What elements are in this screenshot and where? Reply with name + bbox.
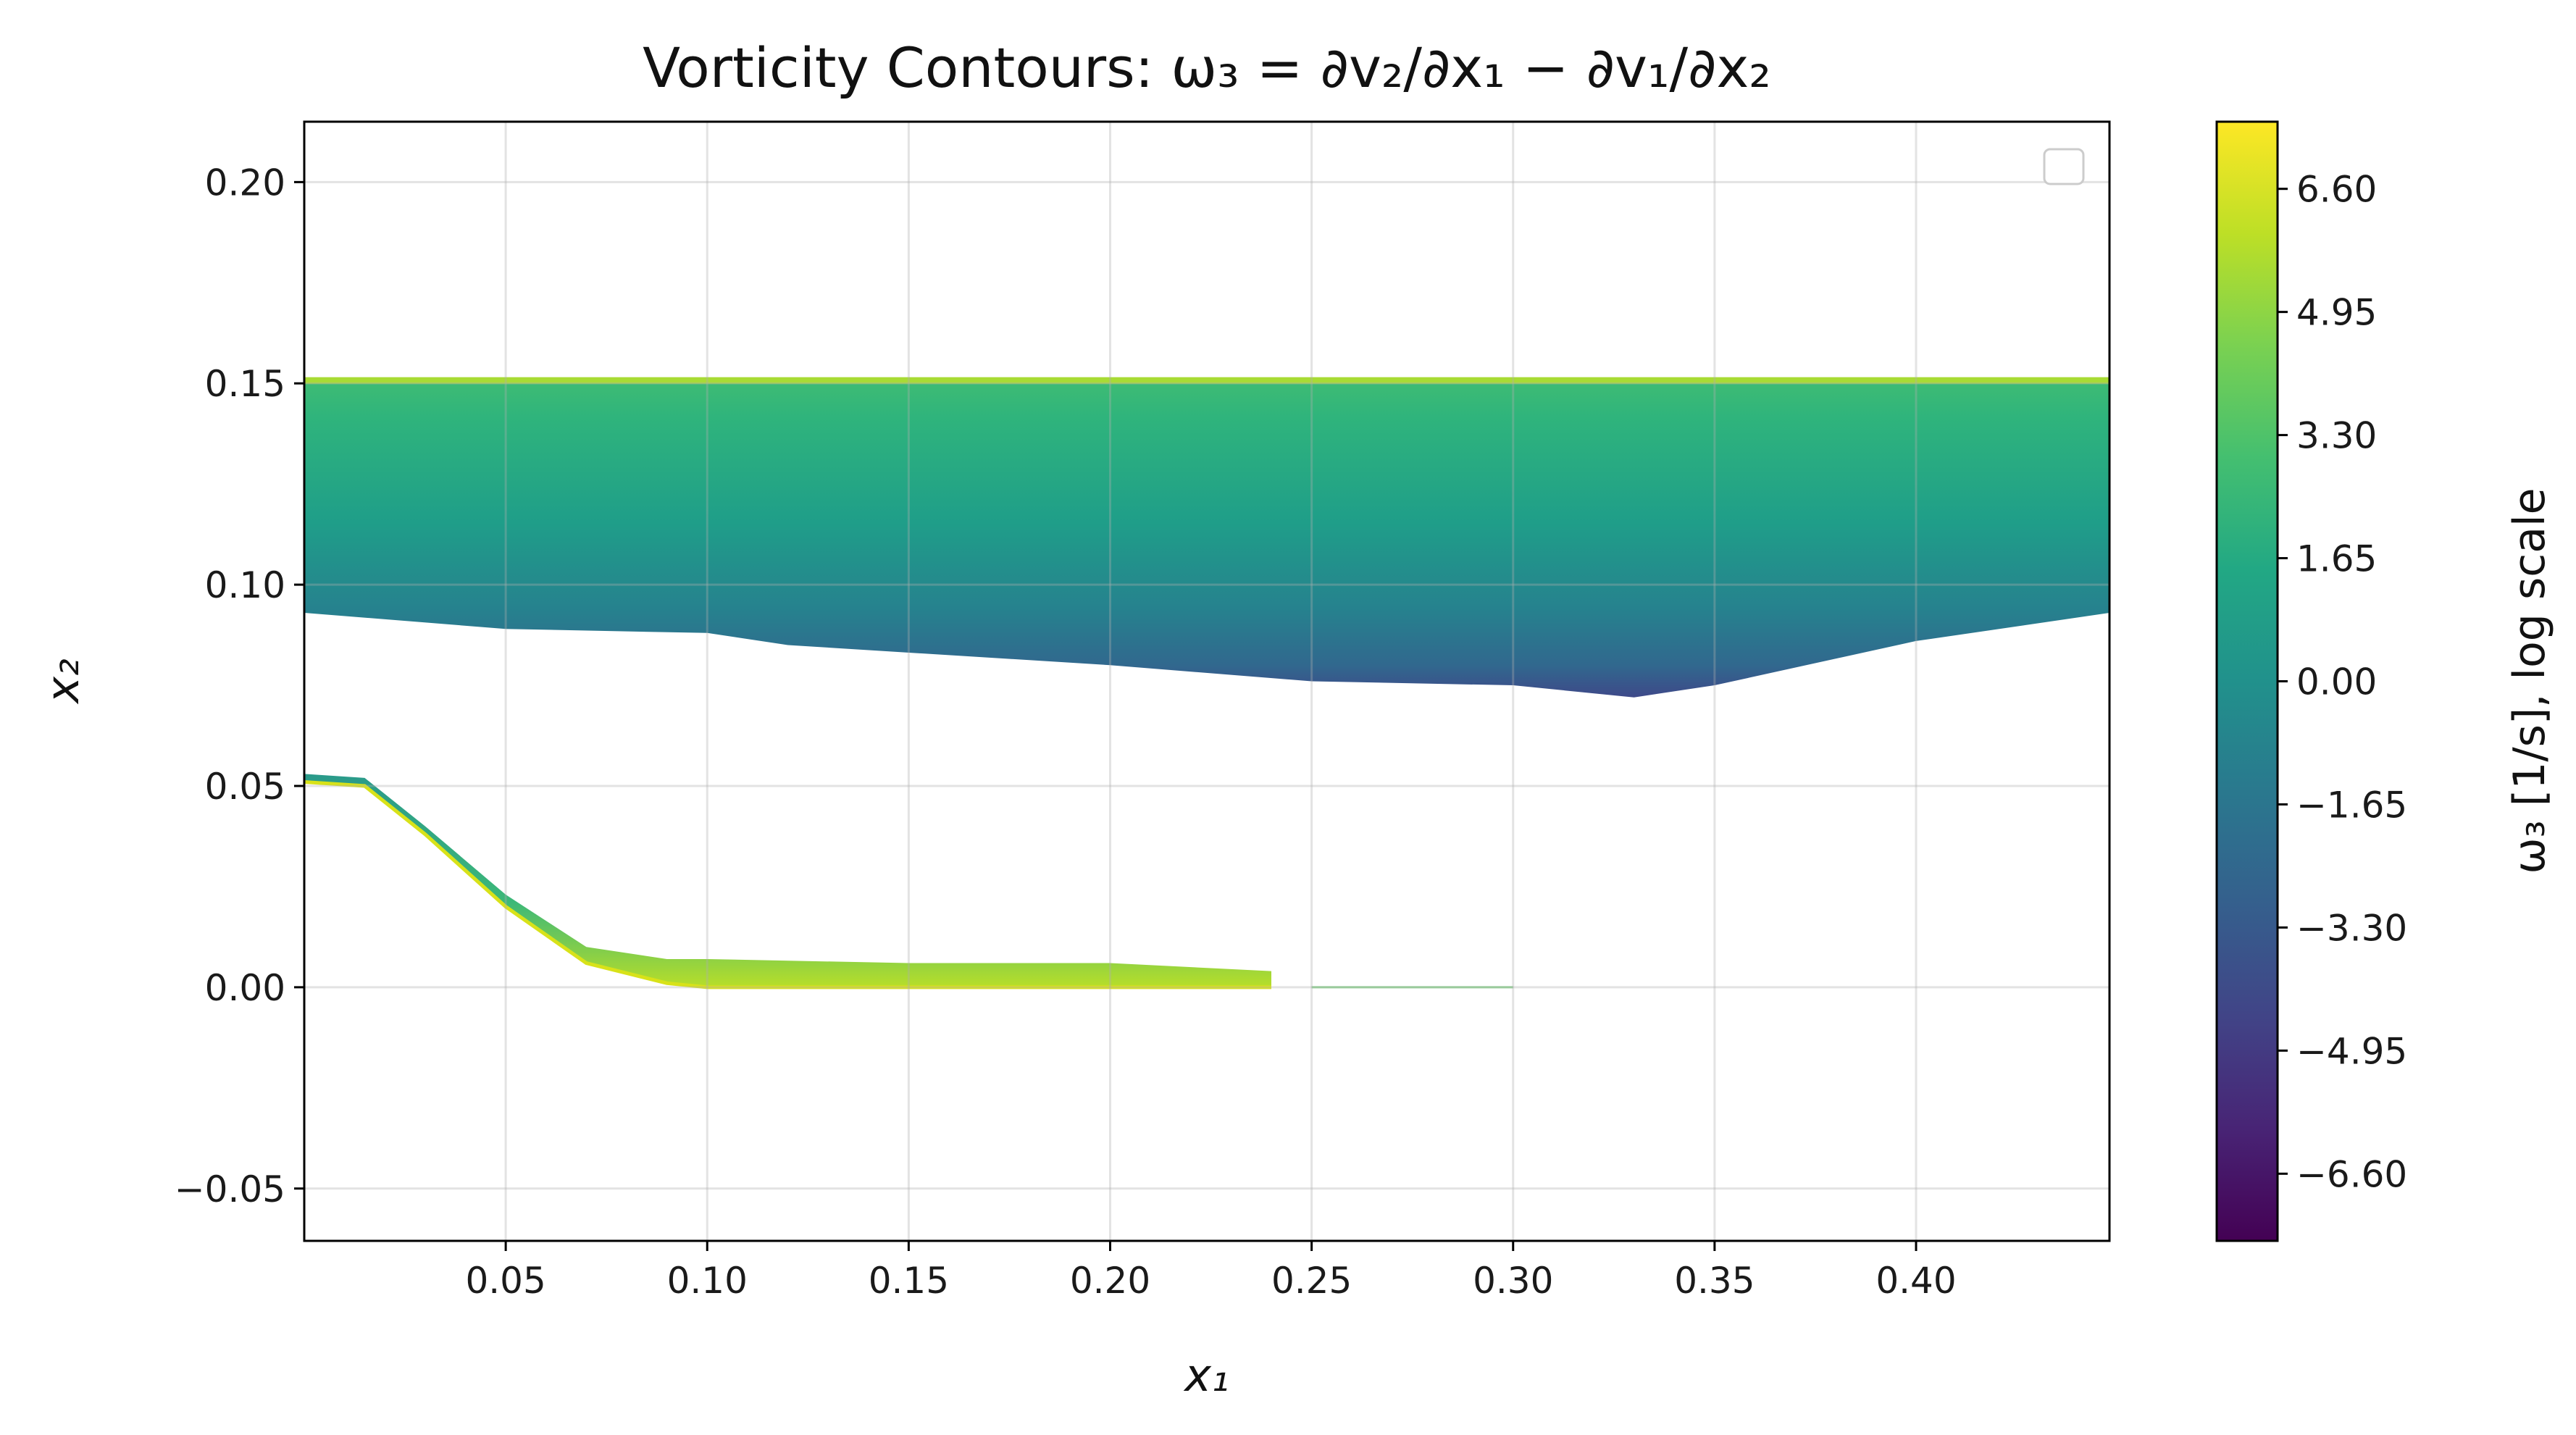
plot-frame <box>303 120 2111 1242</box>
colorbar-tick-label: −4.95 <box>2296 1030 2407 1072</box>
colorbar-title: ω₃ [1/s], log scale <box>2504 488 2555 874</box>
y-tick-label: 0.20 <box>205 162 285 204</box>
colorbar-tick-label: 3.30 <box>2296 415 2377 457</box>
legend-box <box>2043 148 2085 185</box>
x-tick-label: 0.15 <box>869 1260 949 1302</box>
x-tick-label: 0.20 <box>1070 1260 1150 1302</box>
x-tick-label: 0.25 <box>1271 1260 1352 1302</box>
colorbar-tick-label: −1.65 <box>2296 784 2407 826</box>
colorbar-ticks: 6.60 4.95 3.30 1.65 0.00 −1.65 −3.30 −4.95 −6.60 <box>2278 169 2407 1195</box>
boundary-layer-wall-edge <box>304 779 1271 990</box>
colorbar-tick-label: 6.60 <box>2296 169 2377 211</box>
x-tick-label: 0.10 <box>667 1260 748 1302</box>
x-tick-label: 0.40 <box>1875 1260 1956 1302</box>
contour-regions <box>304 377 2109 990</box>
y-tick-label: 0.10 <box>205 564 285 606</box>
x-axis-title: x₁ <box>1183 1349 1229 1402</box>
y-axis-ticks: −0.05 0.00 0.05 0.10 0.15 0.20 <box>175 162 304 1210</box>
y-tick-label: −0.05 <box>175 1168 285 1210</box>
y-tick-label: 0.15 <box>205 363 285 405</box>
x-axis-ticks: 0.05 0.10 0.15 0.20 0.25 0.30 0.35 0.40 <box>465 1241 1957 1302</box>
plot-background <box>304 122 2109 1241</box>
colorbar-tick-label: 4.95 <box>2296 292 2377 334</box>
grid-lines <box>304 122 2109 1241</box>
x-tick-label: 0.05 <box>465 1260 545 1302</box>
colorbar-tick-label: 1.65 <box>2296 538 2377 580</box>
colorbar-tick-label: −6.60 <box>2296 1153 2407 1195</box>
chart-title: Vorticity Contours: ω₃ = ∂v₂/∂x₁ − ∂v₁/∂… <box>643 35 1771 100</box>
y-tick-label: 0.00 <box>205 967 285 1009</box>
colorbar-tick-label: −3.30 <box>2296 907 2407 949</box>
upper-vorticity-band <box>304 379 2109 698</box>
y-tick-label: 0.05 <box>205 766 285 808</box>
colorbar-tick-label: 0.00 <box>2296 661 2377 703</box>
y-axis-title: x₂ <box>36 658 89 705</box>
colorbar <box>2215 120 2279 1242</box>
x-tick-label: 0.35 <box>1674 1260 1755 1302</box>
upper-band-top-edge <box>304 377 2109 384</box>
x-tick-label: 0.30 <box>1473 1260 1553 1302</box>
